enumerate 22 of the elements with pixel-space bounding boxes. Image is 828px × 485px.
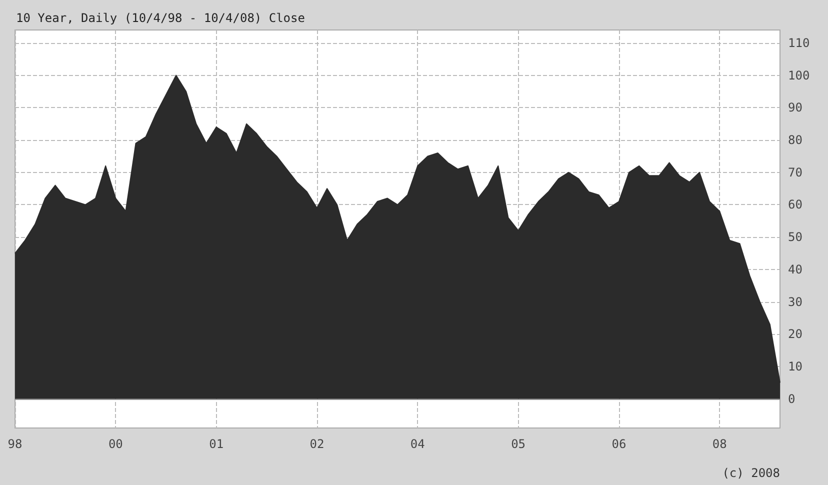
y-tick-label: 90 (788, 100, 802, 115)
y-tick-label: 100 (788, 68, 810, 82)
x-tick-label: 04 (410, 437, 425, 451)
chart-title: 10 Year, Daily (10/4/98 - 10/4/08) Close (16, 11, 305, 25)
x-tick-label: 01 (209, 437, 224, 451)
text: (c) 2008 (722, 466, 780, 480)
y-tick-label: 30 (788, 294, 802, 309)
y-tick-label: 110 (788, 36, 810, 50)
x-tick-label: 06 (612, 437, 626, 451)
x-tick-label: 08 (712, 437, 727, 451)
x-tick-label: 98 (8, 437, 22, 451)
y-tick-label: 70 (788, 165, 802, 180)
y-tick-label: 50 (788, 230, 802, 244)
x-tick-label: 02 (310, 437, 324, 451)
y-tick-label: 40 (788, 262, 802, 276)
y-tick-label: 20 (788, 327, 802, 342)
y-tick-label: 0 (788, 392, 796, 406)
y-tick-label: 80 (788, 133, 802, 148)
y-tick-label: 10 (788, 360, 802, 374)
x-tick-label: 05 (511, 437, 526, 451)
y-tick-label: 60 (788, 198, 802, 212)
x-tick-label: 00 (108, 437, 123, 451)
